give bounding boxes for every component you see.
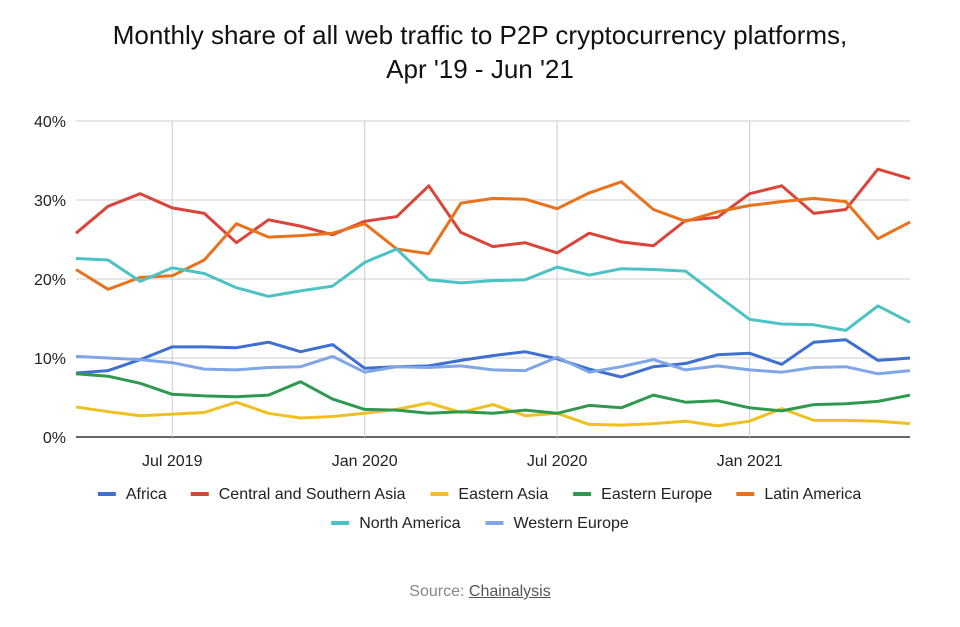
chart-title-line2: Apr '19 - Jun '21 — [386, 54, 574, 84]
y-tick-label: 40% — [34, 114, 66, 131]
legend-label: Africa — [126, 486, 167, 503]
x-tick-label: Jan 2020 — [332, 453, 398, 470]
legend-label: Latin America — [764, 486, 861, 503]
y-tick-label: 0% — [43, 430, 66, 447]
series-line-eastern-asia — [75, 400, 911, 428]
series-line-north-america — [75, 247, 911, 332]
series-line-eastern-europe — [75, 372, 911, 415]
y-tick-label: 20% — [34, 272, 66, 289]
legend-label: Central and Southern Asia — [219, 486, 406, 503]
series-line-latin-america — [75, 180, 911, 291]
series-line-western-europe — [75, 354, 911, 376]
x-tick-label: Jul 2019 — [142, 453, 203, 470]
source-note: Source: Chainalysis — [0, 583, 960, 601]
chart-title: Monthly share of all web traffic to P2P … — [0, 18, 960, 86]
legend-label: Eastern Europe — [601, 486, 712, 503]
y-tick-label: 10% — [34, 351, 66, 368]
source-label: Source: — [409, 583, 465, 600]
legend-label: Western Europe — [513, 515, 628, 532]
x-tick-label: Jul 2020 — [527, 453, 588, 470]
source-link[interactable]: Chainalysis — [468, 583, 551, 600]
x-tick-label: Jan 2021 — [717, 453, 783, 470]
series-line-central-and-southern-asia — [75, 167, 911, 255]
series-line-africa — [75, 338, 911, 379]
legend-label: Eastern Asia — [458, 486, 548, 503]
chart-title-line1: Monthly share of all web traffic to P2P … — [112, 20, 848, 50]
legend-label: North America — [359, 515, 460, 532]
y-tick-label: 30% — [34, 193, 66, 210]
